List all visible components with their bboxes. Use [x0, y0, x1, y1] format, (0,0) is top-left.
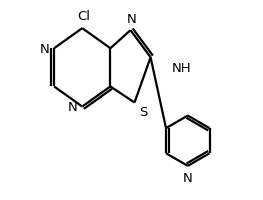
Text: N: N [183, 171, 193, 184]
Text: S: S [140, 105, 148, 118]
Text: Cl: Cl [77, 10, 90, 23]
Text: N: N [68, 101, 78, 113]
Text: N: N [40, 43, 50, 55]
Text: NH: NH [172, 61, 191, 74]
Text: N: N [127, 13, 136, 26]
